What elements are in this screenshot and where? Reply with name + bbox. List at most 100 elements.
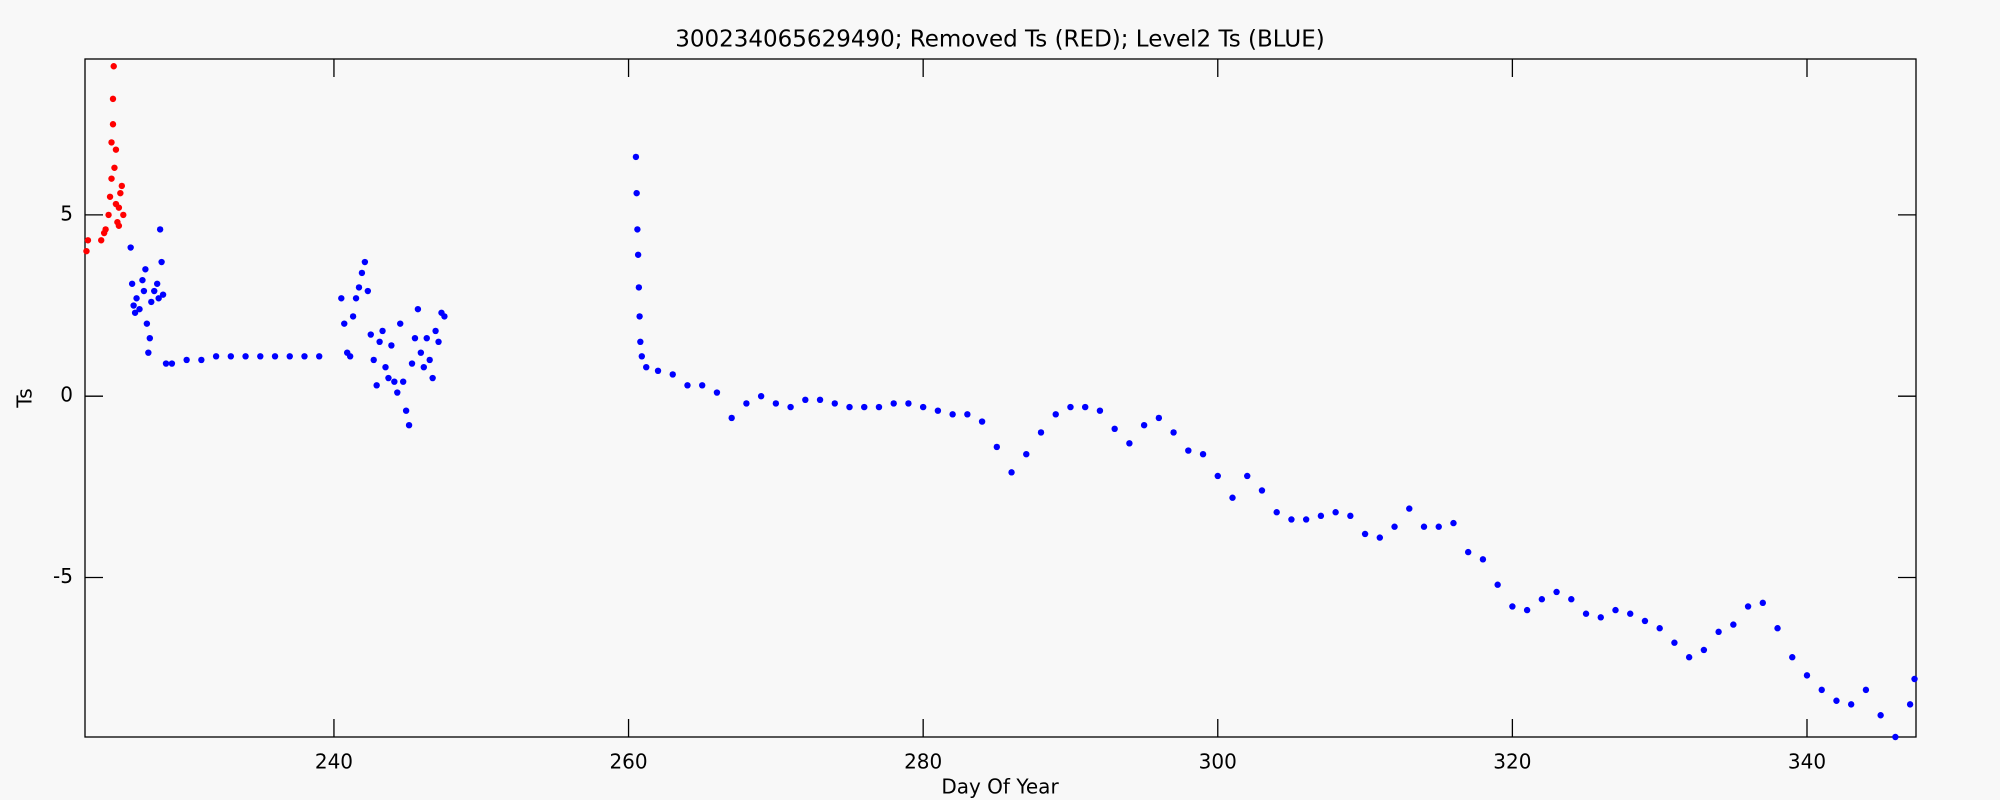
- point: [432, 327, 439, 335]
- point: [1612, 606, 1619, 614]
- point: [426, 356, 433, 364]
- point: [83, 247, 90, 255]
- point: [349, 313, 357, 320]
- point: [1244, 472, 1251, 480]
- point: [1582, 610, 1590, 617]
- point: [1906, 701, 1914, 708]
- point: [408, 360, 416, 367]
- point: [376, 338, 383, 346]
- point: [153, 280, 161, 287]
- point: [118, 182, 126, 190]
- point: [713, 389, 721, 396]
- point: [159, 291, 167, 298]
- point: [394, 389, 401, 396]
- point: [286, 353, 293, 360]
- point: [1803, 672, 1811, 679]
- y-tick-label: 0: [60, 383, 73, 407]
- point: [148, 298, 155, 306]
- point: [417, 349, 425, 356]
- point: [242, 353, 249, 360]
- point: [669, 371, 676, 378]
- point: [1420, 523, 1428, 530]
- point: [140, 287, 148, 295]
- point: [831, 400, 838, 407]
- point: [1509, 603, 1516, 610]
- point: [120, 211, 127, 219]
- point: [1494, 581, 1501, 588]
- point: [367, 331, 374, 338]
- point: [145, 349, 152, 356]
- point: [115, 204, 123, 211]
- point: [1185, 447, 1192, 454]
- point: [143, 320, 151, 327]
- point: [1082, 403, 1089, 411]
- point: [846, 403, 853, 411]
- point: [1892, 733, 1899, 741]
- y-tick-label: 5: [60, 201, 73, 225]
- point: [106, 193, 114, 200]
- point: [1700, 646, 1708, 654]
- point: [1553, 588, 1560, 596]
- point: [1229, 494, 1236, 501]
- point: [1568, 596, 1575, 603]
- point: [98, 237, 105, 244]
- point: [816, 396, 824, 404]
- chart-title: 300234065629490; Removed Ts (RED); Level…: [675, 27, 1325, 53]
- point: [964, 411, 971, 418]
- point: [1317, 512, 1325, 520]
- point: [861, 403, 868, 411]
- point: [1376, 534, 1384, 541]
- point: [414, 305, 422, 313]
- point: [133, 295, 140, 302]
- point: [787, 403, 794, 411]
- point: [1877, 712, 1884, 719]
- point: [108, 175, 115, 182]
- point: [1789, 654, 1796, 661]
- point: [1140, 421, 1148, 429]
- point: [162, 360, 170, 367]
- point: [341, 320, 348, 327]
- point: [1464, 548, 1472, 556]
- point: [128, 280, 136, 287]
- point: [1479, 556, 1487, 563]
- point: [643, 363, 650, 371]
- point: [1052, 411, 1059, 418]
- point: [117, 189, 124, 197]
- point: [102, 226, 109, 233]
- point: [1656, 625, 1663, 632]
- point: [1170, 429, 1177, 436]
- point: [633, 189, 640, 197]
- point: [1258, 487, 1266, 494]
- point: [1774, 625, 1781, 632]
- point: [346, 353, 354, 360]
- point: [105, 211, 112, 219]
- point: [890, 400, 897, 407]
- point: [355, 284, 363, 291]
- point: [978, 418, 986, 425]
- point: [772, 400, 780, 407]
- point: [84, 237, 92, 244]
- x-tick-label: 280: [904, 750, 942, 774]
- y-tick-label: -5: [53, 564, 73, 588]
- point: [1347, 512, 1354, 520]
- point: [156, 226, 164, 233]
- point: [382, 363, 389, 371]
- x-tick-label: 260: [609, 750, 647, 774]
- point: [168, 360, 176, 367]
- point: [370, 356, 377, 364]
- point: [1332, 509, 1339, 516]
- point: [1067, 403, 1074, 411]
- point: [684, 382, 691, 389]
- point: [402, 407, 410, 414]
- point: [1155, 414, 1163, 422]
- point: [115, 222, 123, 229]
- point: [993, 443, 1001, 451]
- point: [373, 382, 380, 389]
- point: [108, 139, 115, 146]
- point: [1361, 530, 1369, 538]
- point: [420, 363, 428, 371]
- point: [183, 356, 190, 364]
- point: [1744, 603, 1752, 610]
- point: [435, 338, 442, 346]
